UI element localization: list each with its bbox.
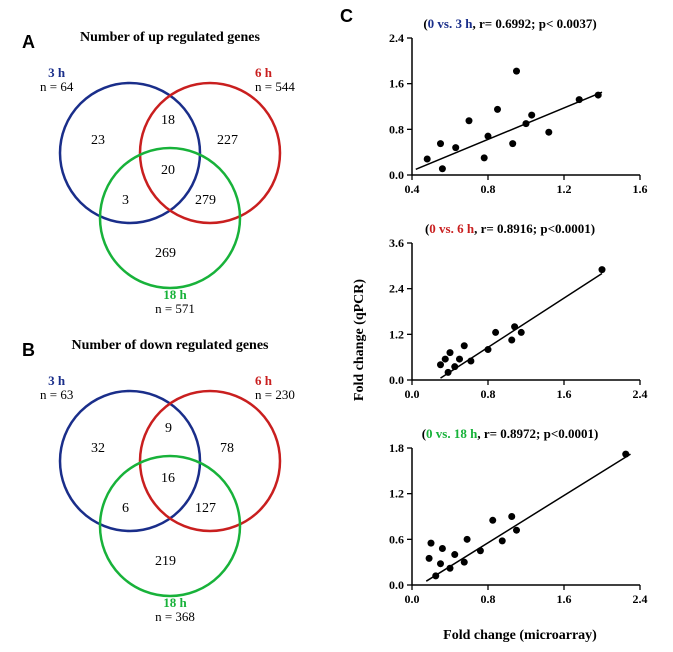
scatter-18h-svg: 0.0 0.8 1.6 2.4 0.0 0.6 1.2 1.8 bbox=[370, 420, 650, 615]
venn-up-6h-label: 6 h n = 544 bbox=[255, 66, 295, 95]
venn-down-18h-label: 18 h n = 368 bbox=[140, 596, 210, 625]
venn-up-6h-time: 6 h bbox=[255, 65, 272, 80]
venn-up-3h-label: 3 h n = 64 bbox=[40, 66, 73, 95]
svg-text:2.4: 2.4 bbox=[633, 592, 648, 606]
svg-text:0.4: 0.4 bbox=[405, 182, 420, 196]
venn-down-3h-label: 3 h n = 63 bbox=[40, 374, 73, 403]
venn-up-18h-label: 18 h n = 571 bbox=[140, 288, 210, 317]
panel-label-c: C bbox=[340, 6, 353, 27]
venn-down-3h-time: 3 h bbox=[48, 373, 65, 388]
venn-up-18h-time: 18 h bbox=[163, 287, 186, 302]
scatter-6h-svg: 0.0 0.8 1.6 2.4 0.0 1.2 2.4 3.6 bbox=[370, 215, 650, 410]
svg-text:2.4: 2.4 bbox=[633, 387, 648, 401]
venn-title-up: Number of up regulated genes bbox=[40, 30, 300, 46]
svg-text:0.0: 0.0 bbox=[389, 578, 404, 592]
venn-down-int36: 9 bbox=[165, 421, 172, 437]
venn-up-int618: 279 bbox=[195, 193, 216, 209]
venn-down-center: 16 bbox=[161, 471, 175, 487]
venn-title-down: Number of down regulated genes bbox=[40, 338, 300, 354]
venn-up-int36: 18 bbox=[161, 113, 175, 129]
svg-text:0.6: 0.6 bbox=[389, 532, 404, 546]
svg-text:0.8: 0.8 bbox=[481, 592, 496, 606]
venn-down-6h-time: 6 h bbox=[255, 373, 272, 388]
svg-text:3.6: 3.6 bbox=[389, 236, 404, 250]
venn-up-only18: 269 bbox=[155, 246, 176, 262]
scatter-3h: (0 vs. 3 h, r= 0.6992; p< 0.0037) 0.40.8… bbox=[370, 10, 650, 205]
svg-text:1.2: 1.2 bbox=[389, 327, 404, 341]
svg-text:1.6: 1.6 bbox=[557, 387, 572, 401]
venn-down-only18: 219 bbox=[155, 554, 176, 570]
venn-down-6h-label: 6 h n = 230 bbox=[255, 374, 295, 403]
svg-text:1.6: 1.6 bbox=[389, 77, 404, 91]
svg-text:0.8: 0.8 bbox=[389, 122, 404, 136]
svg-text:0.0: 0.0 bbox=[389, 373, 404, 387]
venn-down-18h-n: n = 368 bbox=[155, 609, 195, 624]
venn-up-only6: 227 bbox=[217, 133, 238, 149]
svg-text:2.4: 2.4 bbox=[389, 31, 404, 45]
venn-up-int318: 3 bbox=[122, 193, 129, 209]
xlabel: Fold change (microarray) bbox=[420, 628, 620, 644]
svg-text:0.8: 0.8 bbox=[481, 182, 496, 196]
venn-down-only6: 78 bbox=[220, 441, 234, 457]
venn-up-center: 20 bbox=[161, 163, 175, 179]
scatter-3h-svg: 0.4 0.8 1.2 1.6 0.0 0.8 1.6 2.4 bbox=[370, 10, 650, 205]
svg-text:2.4: 2.4 bbox=[389, 282, 404, 296]
venn-down-int318: 6 bbox=[122, 501, 129, 517]
venn-up-only3: 23 bbox=[91, 133, 105, 149]
svg-text:1.2: 1.2 bbox=[389, 487, 404, 501]
venn-down-int618: 127 bbox=[195, 501, 216, 517]
venn-up-3h-n: n = 64 bbox=[40, 79, 73, 94]
venn-up: 3 h n = 64 6 h n = 544 18 h n = 571 23 2… bbox=[25, 48, 325, 308]
venn-down-6h-n: n = 230 bbox=[255, 387, 295, 402]
venn-down: 3 h n = 63 6 h n = 230 18 h n = 368 32 7… bbox=[25, 356, 325, 616]
svg-text:1.6: 1.6 bbox=[557, 592, 572, 606]
venn-up-18h-n: n = 571 bbox=[155, 301, 195, 316]
venn-down-18h-time: 18 h bbox=[163, 595, 186, 610]
svg-text:1.8: 1.8 bbox=[389, 441, 404, 455]
figure-root: A Number of up regulated genes 3 h n = 6… bbox=[0, 0, 673, 652]
svg-text:0.0: 0.0 bbox=[405, 387, 420, 401]
venn-down-only3: 32 bbox=[91, 441, 105, 457]
svg-text:1.6: 1.6 bbox=[633, 182, 648, 196]
venn-down-3h-n: n = 63 bbox=[40, 387, 73, 402]
ylabel: Fold change (qPCR) bbox=[352, 240, 368, 440]
venn-up-6h-n: n = 544 bbox=[255, 79, 295, 94]
svg-text:0.0: 0.0 bbox=[405, 592, 420, 606]
svg-text:1.2: 1.2 bbox=[557, 182, 572, 196]
scatter-6h: (0 vs. 6 h, r= 0.8916; p<0.0001) 0.00.81… bbox=[370, 215, 650, 410]
svg-text:0.8: 0.8 bbox=[481, 387, 496, 401]
venn-up-3h-time: 3 h bbox=[48, 65, 65, 80]
svg-text:0.0: 0.0 bbox=[389, 168, 404, 182]
scatter-18h: (0 vs. 18 h, r= 0.8972; p<0.0001) 0.00.8… bbox=[370, 420, 650, 615]
